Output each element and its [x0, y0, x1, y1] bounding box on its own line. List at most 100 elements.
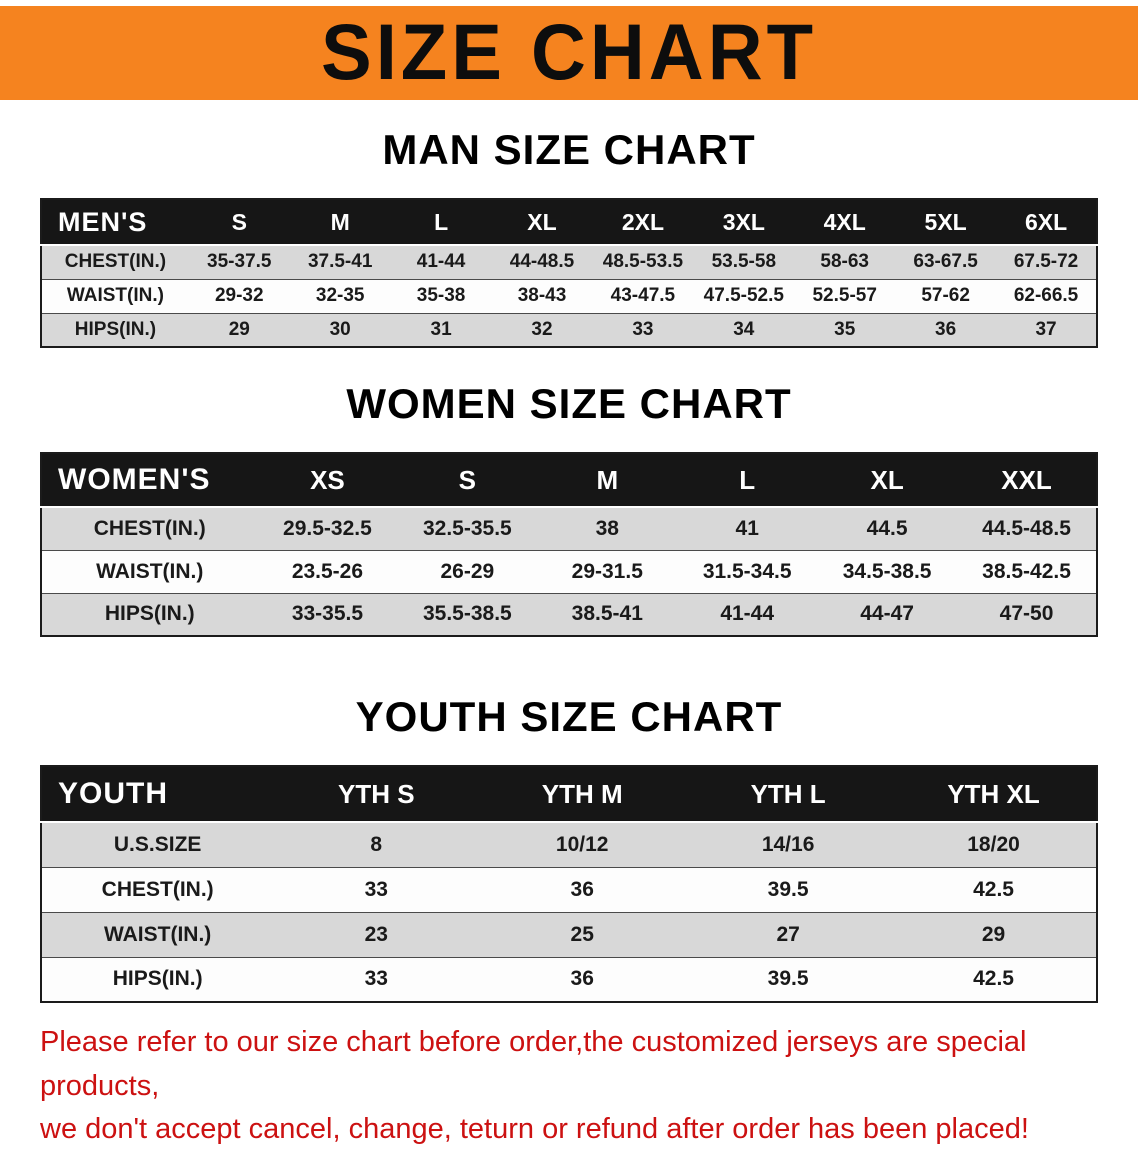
value-cell: 48.5-53.5 — [592, 244, 694, 279]
value-cell: 29.5-32.5 — [257, 506, 398, 550]
value-cell: 36 — [479, 956, 686, 1002]
value-cell: 44-48.5 — [491, 244, 593, 279]
table-row: HIPS(IN.) 33 36 39.5 42.5 — [41, 956, 1097, 1002]
row-label-cell: CHEST(IN.) — [41, 244, 189, 279]
column-header-cell: YTH XL — [891, 766, 1097, 823]
table-row: HIPS(IN.) 33-35.5 35.5-38.5 38.5-41 41-44 44-… — [41, 592, 1097, 636]
column-header-cell: YTH S — [273, 766, 480, 823]
value-cell: 29 — [188, 312, 290, 347]
column-header-cell: M — [537, 453, 678, 508]
value-cell: 29 — [891, 911, 1097, 957]
value-cell: 67.5-72 — [996, 244, 1097, 279]
disclaimer-line: we don't accept cancel, change, teturn o… — [40, 1113, 1029, 1145]
disclaimer-line: Please refer to our size chart before or… — [40, 1026, 1027, 1102]
value-cell: 35-38 — [390, 278, 492, 313]
column-header-cell: 6XL — [996, 199, 1097, 246]
column-header-cell: L — [677, 453, 818, 508]
table-row: WAIST(IN.) 29-32 32-35 35-38 38-43 43-47.5 47.… — [41, 278, 1097, 313]
value-cell: 36 — [895, 312, 997, 347]
value-cell: 35-37.5 — [188, 244, 290, 279]
table-row: U.S.SIZE 8 10/12 14/16 18/20 — [41, 821, 1097, 867]
value-cell: 29-32 — [188, 278, 290, 313]
table-row: CHEST(IN.) 33 36 39.5 42.5 — [41, 866, 1097, 912]
column-header-cell: L — [390, 199, 492, 246]
table-row: WAIST(IN.) 23.5-26 26-29 29-31.5 31.5-34.5 34… — [41, 549, 1097, 593]
value-cell: 42.5 — [891, 956, 1097, 1002]
youth-size-table-wrap: YOUTH YTH S YTH M YTH L YTH XL U.S.SIZE 8 10/12… — [40, 765, 1098, 1003]
column-header-cell: 4XL — [794, 199, 896, 246]
column-header-cell: S — [397, 453, 538, 508]
man-size-chart-heading: MAN SIZE CHART — [382, 126, 756, 173]
value-cell: 44.5 — [817, 506, 958, 550]
value-cell: 58-63 — [794, 244, 896, 279]
women-size-section: WOMEN SIZE CHART WOMEN'S XS S M L XL XXL CHEST(… — [0, 380, 1138, 637]
value-cell: 41 — [677, 506, 818, 550]
value-cell: 38-43 — [491, 278, 593, 313]
women-size-table-wrap: WOMEN'S XS S M L XL XXL CHEST(IN.) 29.5-32.5 32.5… — [40, 452, 1098, 637]
value-cell: 43-47.5 — [592, 278, 694, 313]
value-cell: 38.5-41 — [537, 592, 678, 636]
value-cell: 39.5 — [685, 956, 892, 1002]
value-cell: 47-50 — [957, 592, 1097, 636]
value-cell: 35.5-38.5 — [397, 592, 538, 636]
table-header-row: YOUTH YTH S YTH M YTH L YTH XL — [41, 766, 1097, 823]
value-cell: 44.5-48.5 — [957, 506, 1097, 550]
value-cell: 31.5-34.5 — [677, 549, 818, 593]
value-cell: 25 — [479, 911, 686, 957]
page-title: SIZE CHART — [321, 8, 817, 97]
youth-size-table: YOUTH YTH S YTH M YTH L YTH XL U.S.SIZE 8 10/12… — [40, 765, 1098, 1003]
value-cell: 63-67.5 — [895, 244, 997, 279]
column-header-cell: XS — [257, 453, 398, 508]
column-header-cell: 3XL — [693, 199, 795, 246]
table-header-row: WOMEN'S XS S M L XL XXL — [41, 453, 1097, 508]
women-size-table: WOMEN'S XS S M L XL XXL CHEST(IN.) 29.5-32.5 32.5… — [40, 452, 1098, 637]
value-cell: 30 — [289, 312, 391, 347]
value-cell: 52.5-57 — [794, 278, 896, 313]
value-cell: 32-35 — [289, 278, 391, 313]
value-cell: 47.5-52.5 — [693, 278, 795, 313]
value-cell: 38.5-42.5 — [957, 549, 1097, 593]
value-cell: 10/12 — [479, 821, 686, 867]
row-label-cell: CHEST(IN.) — [41, 506, 258, 550]
row-label-cell: WAIST(IN.) — [41, 278, 189, 313]
size-chart-banner: SIZE CHART — [0, 6, 1138, 100]
table-title-cell: YOUTH — [41, 766, 274, 823]
value-cell: 38 — [537, 506, 678, 550]
row-label-cell: HIPS(IN.) — [41, 312, 189, 347]
value-cell: 62-66.5 — [996, 278, 1097, 313]
column-header-cell: XL — [817, 453, 958, 508]
column-header-cell: 2XL — [592, 199, 694, 246]
value-cell: 8 — [273, 821, 480, 867]
value-cell: 32 — [491, 312, 593, 347]
value-cell: 33 — [592, 312, 694, 347]
table-header-row: MEN'S S M L XL 2XL 3XL 4XL 5XL 6XL — [41, 199, 1097, 246]
row-label-cell: HIPS(IN.) — [41, 956, 274, 1002]
value-cell: 42.5 — [891, 866, 1097, 912]
table-row: WAIST(IN.) 23 25 27 29 — [41, 911, 1097, 957]
youth-size-section: YOUTH SIZE CHART YOUTH YTH S YTH M YTH L YTH… — [0, 693, 1138, 1003]
women-size-chart-heading: WOMEN SIZE CHART — [346, 380, 792, 427]
value-cell: 37 — [996, 312, 1097, 347]
value-cell: 34 — [693, 312, 795, 347]
value-cell: 32.5-35.5 — [397, 506, 538, 550]
column-header-cell: M — [289, 199, 391, 246]
column-header-cell: XL — [491, 199, 593, 246]
value-cell: 57-62 — [895, 278, 997, 313]
value-cell: 36 — [479, 866, 686, 912]
row-label-cell: WAIST(IN.) — [41, 549, 258, 593]
column-header-cell: YTH M — [479, 766, 686, 823]
value-cell: 26-29 — [397, 549, 538, 593]
value-cell: 29-31.5 — [537, 549, 678, 593]
value-cell: 39.5 — [685, 866, 892, 912]
value-cell: 41-44 — [390, 244, 492, 279]
table-row: CHEST(IN.) 29.5-32.5 32.5-35.5 38 41 44.5 44.5… — [41, 506, 1097, 550]
column-header-cell: 5XL — [895, 199, 997, 246]
value-cell: 23.5-26 — [257, 549, 398, 593]
column-header-cell: XXL — [957, 453, 1097, 508]
row-label-cell: U.S.SIZE — [41, 821, 274, 867]
value-cell: 35 — [794, 312, 896, 347]
table-row: CHEST(IN.) 35-37.5 37.5-41 41-44 44-48.5 48.5… — [41, 244, 1097, 279]
row-label-cell: WAIST(IN.) — [41, 911, 274, 957]
value-cell: 27 — [685, 911, 892, 957]
men-size-section: MAN SIZE CHART MEN'S S M L XL 2XL 3XL 4XL 5XL 6XL… — [0, 126, 1138, 348]
